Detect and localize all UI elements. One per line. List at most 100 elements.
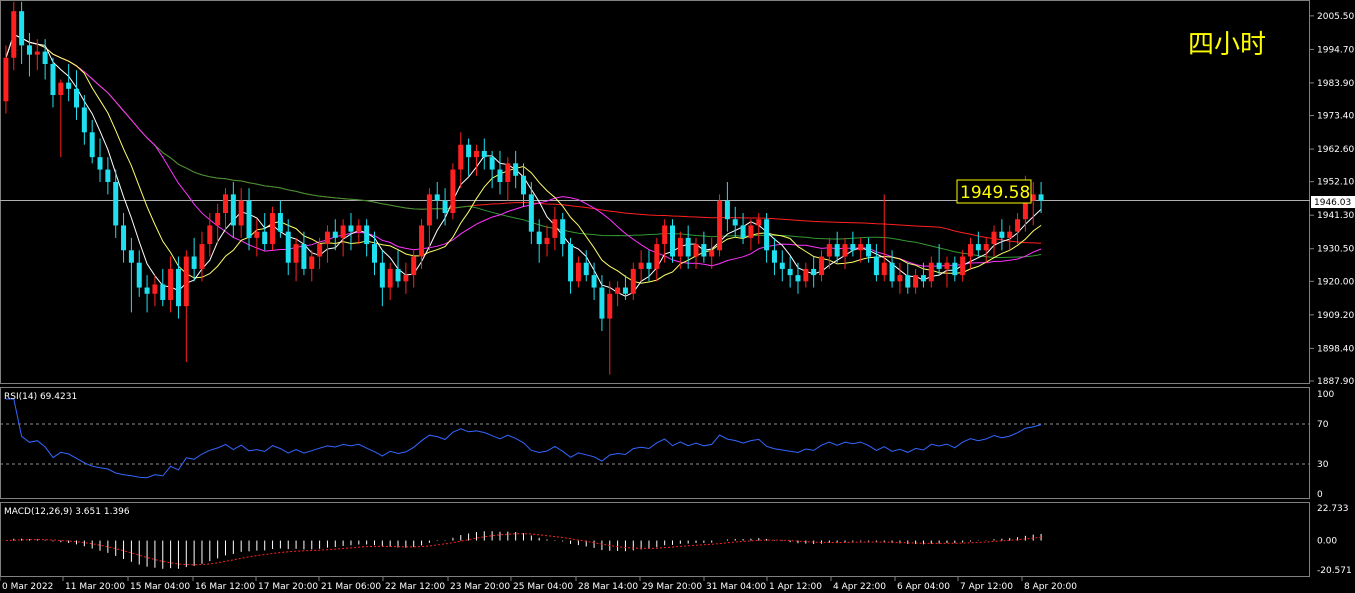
candle-body bbox=[591, 275, 597, 288]
price-tick-label: 1962.60 bbox=[1317, 145, 1354, 155]
time-tick-label: 31 Mar 04:00 bbox=[706, 582, 766, 592]
candle-body bbox=[701, 244, 707, 257]
price-label: 1949.58 bbox=[960, 183, 1030, 203]
candle-body bbox=[1030, 194, 1036, 201]
candle-body bbox=[191, 256, 197, 269]
candle-body bbox=[19, 11, 25, 46]
time-tick-label: 11 Mar 20:00 bbox=[65, 582, 125, 592]
price-panel-border bbox=[0, 0, 1310, 384]
candle-body bbox=[944, 262, 950, 269]
rsi-tick-label: 0 bbox=[1317, 490, 1323, 500]
candle-body bbox=[905, 275, 911, 288]
candle-body bbox=[842, 244, 848, 257]
candle-body bbox=[293, 244, 299, 263]
macd-signal-line bbox=[5, 533, 1042, 566]
candle-body bbox=[372, 244, 377, 263]
candle-body bbox=[936, 262, 942, 269]
candle-body bbox=[403, 275, 409, 282]
candle-body bbox=[677, 237, 683, 257]
time-tick-label: 28 Mar 14:00 bbox=[578, 582, 638, 592]
candle-body bbox=[466, 144, 472, 158]
candle-body bbox=[724, 200, 730, 220]
candle-body bbox=[826, 244, 832, 257]
candle-body bbox=[450, 169, 456, 214]
price-tick-label: 1920.00 bbox=[1317, 277, 1354, 287]
candle-body bbox=[442, 200, 448, 214]
candle-body bbox=[552, 219, 558, 238]
candle-body bbox=[795, 275, 801, 282]
rsi-panel[interactable] bbox=[0, 398, 1310, 479]
candle-body bbox=[732, 219, 738, 226]
candle-body bbox=[920, 275, 926, 282]
candle-body bbox=[693, 244, 699, 257]
rsi-panel-border bbox=[0, 387, 1310, 499]
candle-body bbox=[285, 231, 291, 263]
candle-body bbox=[764, 219, 770, 251]
candle-body bbox=[881, 262, 887, 276]
candle-body bbox=[262, 231, 268, 245]
candle-body bbox=[1022, 200, 1028, 220]
price-tick-label: 1941.30 bbox=[1317, 211, 1354, 221]
candle-body bbox=[756, 219, 762, 226]
candle-body bbox=[364, 225, 370, 245]
time-tick-label: 22 Mar 12:00 bbox=[385, 582, 445, 592]
candle-body bbox=[1007, 231, 1013, 238]
candle-body bbox=[866, 244, 872, 257]
axes: 2005.50 1994.70 1983.90 1973.40 1962.60 1952.… bbox=[0, 12, 1354, 592]
candle-body bbox=[26, 45, 32, 55]
candle-body bbox=[889, 262, 895, 282]
candle-body bbox=[568, 244, 574, 282]
candle-body bbox=[144, 287, 150, 294]
price-tick-label: 1983.90 bbox=[1317, 79, 1354, 89]
time-tick-label: 29 Mar 20:00 bbox=[642, 582, 702, 592]
candle-body bbox=[803, 268, 809, 282]
candle-body bbox=[622, 287, 628, 294]
price-tick-label: 1930.50 bbox=[1317, 245, 1354, 255]
price-tick-label: 2005.50 bbox=[1317, 12, 1354, 22]
candle-body bbox=[89, 132, 95, 158]
candle-body bbox=[528, 194, 534, 232]
macd-tick-label: 0.00 bbox=[1317, 537, 1337, 547]
candle-body bbox=[513, 163, 519, 176]
macd-panel[interactable] bbox=[5, 531, 1042, 569]
candle-body bbox=[662, 225, 668, 245]
candle-body bbox=[709, 250, 715, 257]
candle-body bbox=[379, 262, 385, 288]
candle-body bbox=[1015, 219, 1021, 232]
candle-body bbox=[599, 287, 605, 319]
price-tick-label: 1952.10 bbox=[1317, 178, 1354, 188]
candle-body bbox=[975, 244, 981, 251]
candle-body bbox=[670, 225, 675, 257]
candle-body bbox=[74, 88, 79, 108]
macd-panel-border bbox=[0, 502, 1310, 577]
candle-body bbox=[113, 181, 119, 226]
price-tick-label: 1973.40 bbox=[1317, 112, 1354, 122]
candle-body bbox=[309, 256, 315, 269]
ma-line-20 bbox=[5, 33, 1042, 267]
candle-body bbox=[717, 200, 723, 251]
macd-tick-label: -20.571 bbox=[1317, 566, 1352, 576]
price-panel[interactable] bbox=[0, 1, 1310, 375]
candle-body bbox=[215, 213, 221, 226]
candle-body bbox=[983, 244, 989, 251]
price-tick-label: 1994.70 bbox=[1317, 45, 1354, 55]
candle-body bbox=[81, 107, 87, 133]
candle-body bbox=[419, 225, 425, 257]
candle-body bbox=[473, 150, 479, 158]
candle-body bbox=[575, 262, 581, 282]
time-tick-label: 4 Apr 22:00 bbox=[833, 582, 886, 592]
candle-body bbox=[913, 275, 919, 288]
time-tick-label: 16 Mar 12:00 bbox=[195, 582, 255, 592]
current-price-text: 1946.03 bbox=[1314, 198, 1351, 208]
time-tick-label: 23 Mar 20:00 bbox=[450, 582, 510, 592]
candle-body bbox=[630, 268, 636, 294]
candle-body bbox=[168, 268, 174, 300]
candle-body bbox=[324, 231, 330, 245]
ma-line-60 bbox=[5, 33, 1042, 259]
candle-body bbox=[607, 293, 613, 319]
candle-body bbox=[560, 219, 566, 245]
candle-body bbox=[685, 237, 691, 257]
ma-line-10 bbox=[5, 33, 1042, 284]
candle-body bbox=[3, 57, 9, 102]
